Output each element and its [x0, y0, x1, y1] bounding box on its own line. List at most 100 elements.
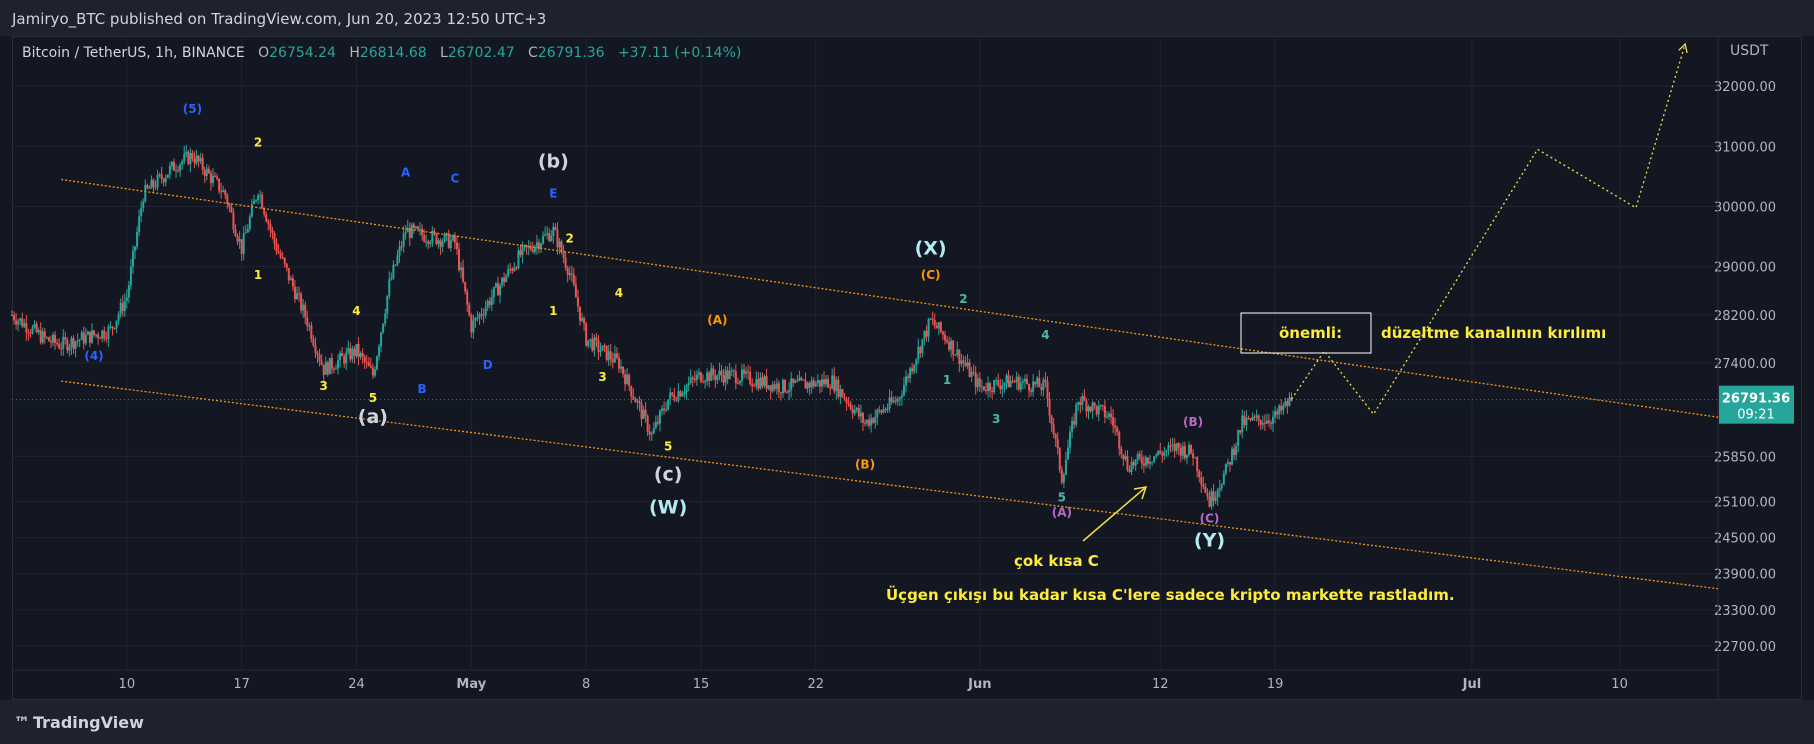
candle	[622, 366, 625, 378]
candle	[423, 228, 426, 243]
candle-body	[966, 362, 969, 366]
candle-body	[246, 229, 249, 233]
candle-body	[552, 226, 555, 236]
candle-body	[13, 315, 16, 321]
candle-body	[1112, 417, 1115, 426]
candle	[767, 385, 770, 391]
candle	[1110, 406, 1113, 425]
candle-body	[704, 381, 707, 383]
candle-body	[837, 379, 840, 397]
candle	[607, 344, 610, 367]
wave-label: A	[401, 165, 411, 179]
candle	[775, 378, 778, 395]
candle-body	[47, 337, 50, 342]
candle	[1009, 375, 1012, 388]
candle	[1040, 383, 1043, 396]
candle	[154, 180, 157, 190]
symbol-description[interactable]: Bitcoin / TetherUS, 1h, BINANCE	[22, 45, 245, 61]
publisher-line: Jamiryo_BTC published on TradingView.com…	[12, 10, 547, 28]
currency-label[interactable]: USDT	[1730, 43, 1769, 59]
price-tick-label: 23300.00	[1714, 604, 1776, 619]
wave-label: (C)	[921, 268, 941, 282]
candle	[886, 403, 889, 413]
candle	[185, 145, 188, 158]
candle-body	[593, 337, 596, 351]
candle-body	[375, 356, 378, 370]
candle	[183, 145, 186, 165]
candle-body	[410, 224, 413, 238]
candle-body	[554, 226, 557, 230]
candle-body	[976, 378, 979, 388]
candle	[687, 376, 690, 392]
candle	[441, 238, 444, 253]
candle	[349, 342, 352, 362]
candle	[792, 378, 795, 387]
candle-body	[587, 340, 590, 346]
candle-body	[240, 239, 243, 254]
candle	[617, 352, 620, 374]
candle	[693, 370, 696, 383]
candle	[287, 267, 290, 285]
candle-body	[1245, 417, 1248, 426]
wave-label: B	[418, 382, 427, 396]
candle	[827, 375, 830, 388]
candle-body	[745, 371, 748, 374]
candle	[1231, 446, 1234, 466]
candle-body	[864, 422, 866, 424]
wave-label: (A)	[1052, 506, 1072, 520]
candle	[437, 237, 440, 250]
candle-body	[1066, 447, 1069, 460]
candle	[667, 399, 670, 411]
wave-label: 4	[352, 304, 360, 318]
candle-body	[68, 346, 71, 351]
candle	[1239, 429, 1242, 436]
candle	[1044, 372, 1047, 388]
candle	[870, 413, 873, 433]
candle	[1280, 399, 1283, 415]
candle	[923, 330, 926, 346]
candle-body	[866, 419, 869, 424]
candle	[781, 378, 784, 398]
candle-body	[95, 334, 98, 336]
candle	[699, 371, 702, 384]
candle-body	[347, 348, 350, 353]
candle	[1025, 373, 1028, 385]
candle-body	[566, 267, 569, 276]
candle-body	[829, 387, 832, 389]
candle-body	[980, 386, 983, 388]
wave-label: 4	[615, 286, 623, 300]
candle-body	[398, 246, 401, 256]
price-tick-label: 25100.00	[1714, 495, 1776, 510]
candle	[458, 242, 461, 273]
candle-body	[913, 365, 916, 372]
candle-body	[1175, 443, 1178, 451]
candle	[220, 182, 223, 199]
candle-body	[1288, 397, 1291, 406]
chart-frame[interactable]	[12, 36, 1802, 700]
candle-body	[1015, 376, 1018, 383]
candle	[970, 367, 973, 382]
candle-body	[1200, 477, 1203, 485]
candle-body	[345, 352, 348, 364]
candle	[1089, 405, 1092, 413]
candle-body	[205, 168, 208, 176]
candle	[421, 224, 424, 241]
candle-body	[125, 297, 128, 301]
candle	[129, 259, 132, 290]
candle-body	[113, 327, 116, 329]
candle-body	[991, 390, 994, 392]
candle	[451, 234, 454, 242]
candle-body	[277, 251, 280, 254]
candle-body	[386, 295, 389, 314]
tradingview-logo[interactable]: ™︎ TradingView	[14, 713, 144, 732]
candle-body	[765, 376, 768, 389]
candle	[829, 383, 832, 396]
candle	[925, 325, 928, 342]
candle-body	[544, 234, 547, 236]
candle-body	[519, 250, 522, 256]
candle-body	[1095, 405, 1098, 415]
candle-body	[1233, 448, 1236, 456]
candle	[76, 333, 79, 347]
candle	[1013, 379, 1016, 383]
